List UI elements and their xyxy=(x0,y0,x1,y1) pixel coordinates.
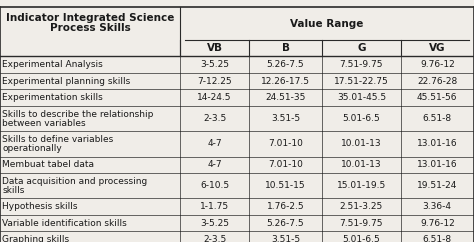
Text: 7.01-10: 7.01-10 xyxy=(268,139,303,148)
Text: 1-1.75: 1-1.75 xyxy=(200,202,229,211)
Text: 13.01-16: 13.01-16 xyxy=(417,160,457,169)
Text: 4-7: 4-7 xyxy=(207,139,222,148)
Text: 9.76-12: 9.76-12 xyxy=(420,219,455,228)
Text: Experimental planning skills: Experimental planning skills xyxy=(2,76,131,86)
Text: Graphing skills: Graphing skills xyxy=(2,235,70,242)
Text: VB: VB xyxy=(207,43,222,53)
Text: 10.01-13: 10.01-13 xyxy=(341,139,382,148)
Text: Indicator Integrated Science: Indicator Integrated Science xyxy=(6,13,174,23)
Text: 7.01-10: 7.01-10 xyxy=(268,160,303,169)
Text: 5.26-7.5: 5.26-7.5 xyxy=(267,60,304,69)
Text: 12.26-17.5: 12.26-17.5 xyxy=(261,76,310,86)
Text: 22.76-28: 22.76-28 xyxy=(417,76,457,86)
Text: 10.01-13: 10.01-13 xyxy=(341,160,382,169)
Text: G: G xyxy=(357,43,365,53)
Text: 6.51-8: 6.51-8 xyxy=(423,235,452,242)
Text: between variables: between variables xyxy=(2,119,86,128)
Text: 5.01-6.5: 5.01-6.5 xyxy=(343,235,380,242)
Text: 7-12.25: 7-12.25 xyxy=(197,76,232,86)
Text: Hypothesis skills: Hypothesis skills xyxy=(2,202,78,211)
Text: 15.01-19.5: 15.01-19.5 xyxy=(337,181,386,190)
Text: 17.51-22.75: 17.51-22.75 xyxy=(334,76,389,86)
Text: 35.01-45.5: 35.01-45.5 xyxy=(337,93,386,102)
Text: 3-5.25: 3-5.25 xyxy=(200,219,229,228)
Text: 14-24.5: 14-24.5 xyxy=(197,93,232,102)
Text: 3-5.25: 3-5.25 xyxy=(200,60,229,69)
Text: 4-7: 4-7 xyxy=(207,160,222,169)
Text: 7.51-9.75: 7.51-9.75 xyxy=(340,60,383,69)
Text: Variable identification skills: Variable identification skills xyxy=(2,219,127,228)
Text: 45.51-56: 45.51-56 xyxy=(417,93,457,102)
Text: Value Range: Value Range xyxy=(291,19,364,29)
Text: Membuat tabel data: Membuat tabel data xyxy=(2,160,94,169)
Text: 7.51-9.75: 7.51-9.75 xyxy=(340,219,383,228)
Text: B: B xyxy=(282,43,290,53)
Text: 2-3.5: 2-3.5 xyxy=(203,235,226,242)
Text: VG: VG xyxy=(429,43,446,53)
Text: Skills to describe the relationship: Skills to describe the relationship xyxy=(2,110,154,119)
Text: 19.51-24: 19.51-24 xyxy=(417,181,457,190)
Text: 3.51-5: 3.51-5 xyxy=(271,235,300,242)
Text: 5.01-6.5: 5.01-6.5 xyxy=(343,114,380,123)
Text: Skills to define variables: Skills to define variables xyxy=(2,135,114,144)
Text: 13.01-16: 13.01-16 xyxy=(417,139,457,148)
Text: 9.76-12: 9.76-12 xyxy=(420,60,455,69)
Text: 2-3.5: 2-3.5 xyxy=(203,114,226,123)
Text: 6-10.5: 6-10.5 xyxy=(200,181,229,190)
Text: 1.76-2.5: 1.76-2.5 xyxy=(267,202,304,211)
Text: 6.51-8: 6.51-8 xyxy=(423,114,452,123)
Text: 10.51-15: 10.51-15 xyxy=(265,181,306,190)
Text: Process Skills: Process Skills xyxy=(50,23,130,33)
Text: 3.51-5: 3.51-5 xyxy=(271,114,300,123)
Text: Experimental Analysis: Experimental Analysis xyxy=(2,60,103,69)
Text: Experimentation skills: Experimentation skills xyxy=(2,93,103,102)
Text: 24.51-35: 24.51-35 xyxy=(265,93,306,102)
Text: 5.26-7.5: 5.26-7.5 xyxy=(267,219,304,228)
Text: Data acquisition and processing: Data acquisition and processing xyxy=(2,177,147,186)
Text: 3.36-4: 3.36-4 xyxy=(423,202,452,211)
Text: 2.51-3.25: 2.51-3.25 xyxy=(340,202,383,211)
Text: operationally: operationally xyxy=(2,144,62,153)
Text: skills: skills xyxy=(2,186,25,195)
